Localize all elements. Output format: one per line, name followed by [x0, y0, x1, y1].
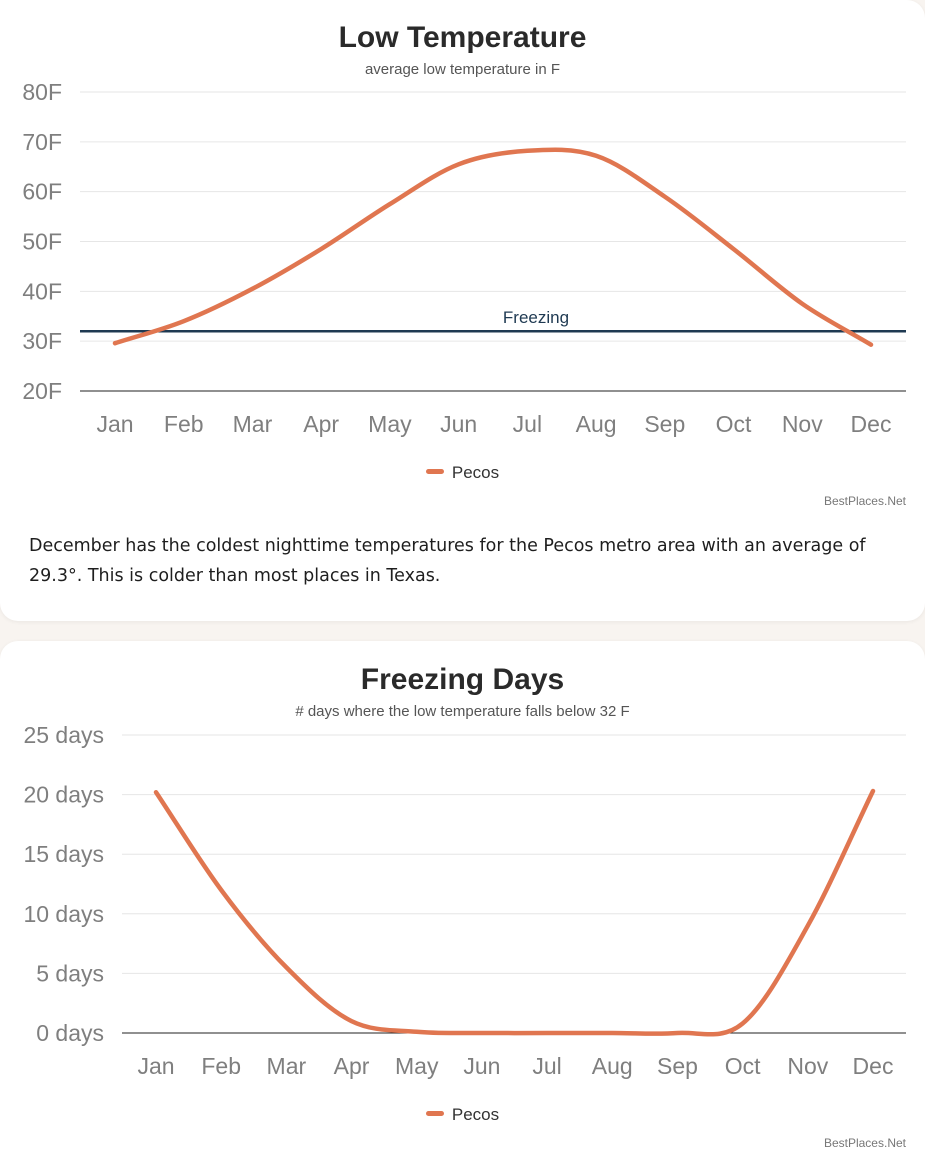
y-tick-label: 80F	[22, 79, 62, 105]
y-tick-label: 40F	[22, 278, 62, 304]
x-tick-label: Jul	[513, 411, 542, 437]
chart-title: Freezing Days	[360, 663, 565, 696]
x-tick-label: Mar	[233, 411, 273, 437]
chart-subtitle: # days where the low temperature falls b…	[295, 703, 630, 720]
x-tick-label: Aug	[592, 1053, 633, 1079]
y-tick-label: 50F	[22, 229, 62, 255]
x-tick-label: Jan	[137, 1053, 174, 1079]
x-tick-label: Nov	[787, 1053, 828, 1079]
chart-subtitle: average low temperature in F	[364, 61, 561, 78]
freezing-label: Freezing	[503, 308, 569, 327]
chart-legend[interactable]: Pecos	[0, 1105, 925, 1125]
y-tick-label: 5 days	[36, 960, 104, 986]
credit-text: BestPlaces.Net	[823, 1136, 906, 1150]
x-tick-label: Oct	[716, 411, 752, 437]
x-tick-label: Jan	[96, 411, 133, 437]
y-tick-label: 20 days	[23, 782, 104, 808]
x-tick-label: Sep	[657, 1053, 698, 1079]
credit-text: BestPlaces.Net	[823, 494, 906, 508]
x-tick-label: Dec	[851, 411, 892, 437]
x-tick-label: Feb	[164, 411, 204, 437]
x-tick-label: May	[368, 411, 412, 437]
x-tick-label: Dec	[853, 1053, 894, 1079]
freezing-days-card: Freezing Days # days where the low tempe…	[0, 641, 925, 1163]
x-tick-label: Jul	[532, 1053, 561, 1079]
x-tick-label: Feb	[201, 1053, 241, 1079]
legend-label: Pecos	[451, 1105, 500, 1124]
y-tick-label: 20F	[22, 378, 62, 404]
x-tick-label: May	[395, 1053, 439, 1079]
y-tick-label: 0 days	[36, 1020, 104, 1046]
chart-title: Low Temperature	[338, 21, 587, 54]
x-tick-label: Aug	[576, 411, 617, 437]
legend-label: Pecos	[451, 463, 500, 482]
x-tick-label: Apr	[303, 411, 339, 437]
series-line	[112, 147, 874, 347]
chart-legend[interactable]: Pecos	[0, 463, 925, 483]
x-tick-label: Apr	[334, 1053, 370, 1079]
y-tick-label: 60F	[22, 179, 62, 205]
low-temperature-chart: 20F 30F 40F 50F 60F 70F 80F Jan Feb Mar Apr May Jun J…	[22, 79, 906, 437]
y-tick-label: 70F	[22, 129, 62, 155]
x-tick-label: Jun	[440, 411, 477, 437]
y-tick-label: 30F	[22, 328, 62, 354]
y-tick-label: 15 days	[23, 841, 104, 867]
x-tick-label: Oct	[725, 1053, 761, 1079]
x-tick-label: Mar	[267, 1053, 307, 1079]
series-line	[153, 788, 876, 1037]
chart-description: December has the coldest nighttime tempe…	[29, 536, 866, 586]
x-tick-label: Jun	[463, 1053, 500, 1079]
legend-swatch	[425, 1111, 444, 1117]
y-tick-label: 25 days	[23, 722, 104, 748]
low-temperature-card: Low Temperature average low temperature …	[0, 0, 925, 621]
x-tick-label: Nov	[782, 411, 823, 437]
freezing-days-chart: 0 days 5 days 10 days 15 days 20 days 25 days…	[23, 722, 906, 1079]
x-tick-label: Sep	[644, 411, 685, 437]
y-tick-label: 10 days	[23, 901, 104, 927]
legend-swatch	[425, 469, 444, 475]
